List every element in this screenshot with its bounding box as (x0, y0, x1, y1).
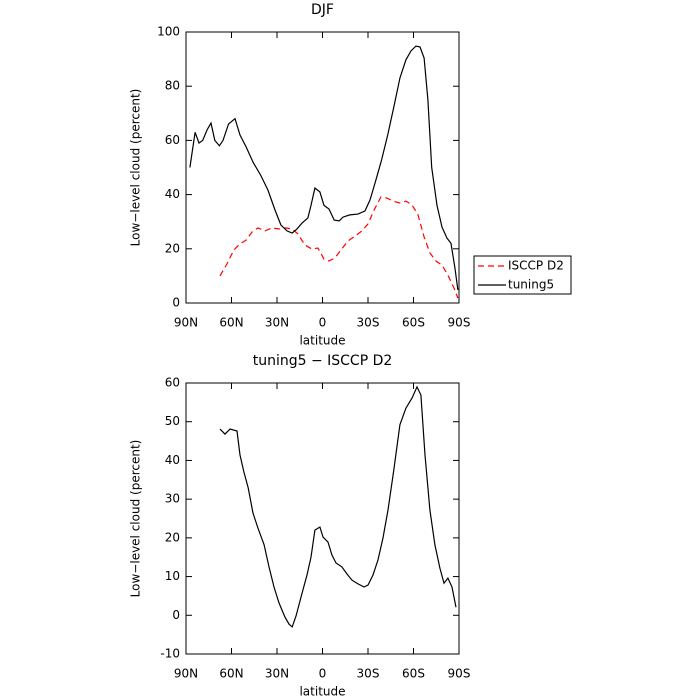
x-tick-label: 30N (265, 667, 289, 681)
x-tick-label: 30S (357, 667, 380, 681)
x-tick-label: 60S (402, 316, 425, 330)
legend-box (473, 255, 572, 295)
y-axis-label: Low−level cloud (percent) (129, 440, 143, 598)
chart-title: tuning5 − ISCCP D2 (253, 353, 393, 369)
y-tick-label: 20 (165, 241, 180, 255)
chart-title: DJF (311, 2, 334, 18)
y-tick-label: 40 (165, 187, 180, 201)
y-tick-label: -10 (160, 647, 180, 661)
x-axis-label: latitude (299, 685, 345, 699)
data-line (189, 45, 459, 291)
y-tick-label: 60 (165, 376, 180, 390)
x-tick-label: 60N (219, 667, 243, 681)
x-tick-label: 90N (174, 667, 198, 681)
y-tick-label: 80 (165, 79, 180, 93)
x-tick-label: 90S (448, 316, 471, 330)
x-tick-label: 30S (357, 316, 380, 330)
data-line (219, 196, 459, 299)
y-tick-label: 10 (165, 569, 180, 583)
x-tick-label: 0 (319, 316, 327, 330)
x-tick-label: 30N (265, 316, 289, 330)
y-tick-label: 20 (165, 530, 180, 544)
y-tick-label: 0 (172, 296, 180, 310)
x-tick-label: 90N (174, 316, 198, 330)
x-tick-label: 60N (219, 316, 243, 330)
plot-frame (185, 31, 460, 304)
y-tick-label: 0 (172, 608, 180, 622)
y-tick-label: 30 (165, 492, 180, 506)
y-tick-label: 60 (165, 133, 180, 147)
y-tick-label: 40 (165, 453, 180, 467)
x-tick-label: 0 (319, 667, 327, 681)
plot-frame (185, 382, 460, 655)
y-tick-label: 100 (157, 25, 180, 39)
y-tick-label: 50 (165, 414, 180, 428)
y-axis-label: Low−level cloud (percent) (129, 89, 143, 247)
data-line (219, 385, 457, 628)
x-tick-label: 60S (402, 667, 425, 681)
legend-label: tuning5 (508, 278, 554, 292)
legend-label: ISCCP D2 (508, 259, 564, 273)
x-tick-label: 90S (448, 667, 471, 681)
x-axis-label: latitude (299, 334, 345, 348)
